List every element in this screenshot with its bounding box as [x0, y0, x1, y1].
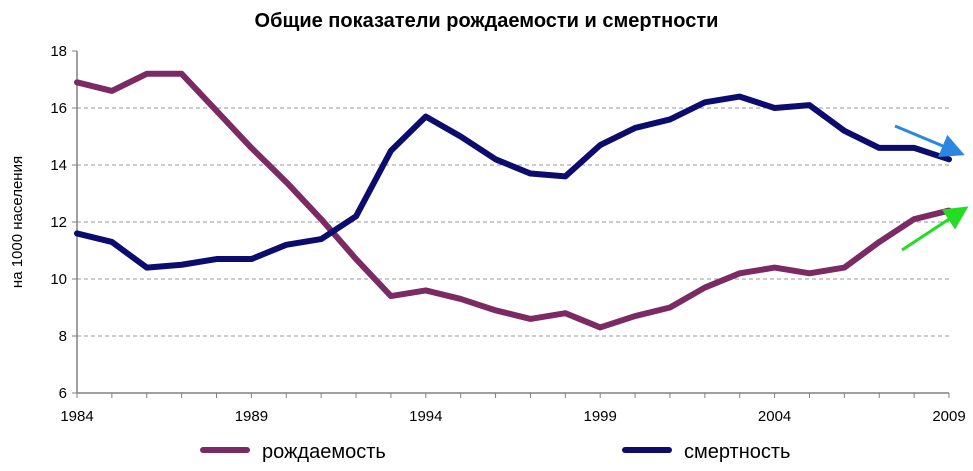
- x-tick-label: 1984: [60, 408, 93, 425]
- y-tick-label: 6: [59, 385, 67, 402]
- series-line-death-rate: [74, 93, 952, 271]
- annotation-arrow-down: [894, 124, 965, 157]
- x-tick-label: 2004: [758, 408, 791, 425]
- y-tick-label: 10: [50, 271, 67, 288]
- chart-title: Общие показатели рождаемости и смертност…: [254, 10, 719, 32]
- y-tick-label: 18: [50, 43, 67, 60]
- y-axis-label: на 1000 населения: [9, 156, 26, 288]
- legend-label-birth-rate: рождаемость: [262, 441, 386, 463]
- x-tick-label: 2009: [932, 408, 965, 425]
- y-tick-label: 14: [50, 157, 67, 174]
- annotation-arrow-up: [901, 206, 969, 252]
- y-tick-label: 8: [59, 328, 67, 345]
- series-line-birth-rate: [74, 70, 952, 331]
- x-tick-label: 1994: [409, 408, 442, 425]
- x-tick-label: 1989: [235, 408, 268, 425]
- x-tick-label: 1999: [584, 408, 617, 425]
- y-tick-label: 12: [50, 214, 67, 231]
- y-tick-label: 16: [50, 100, 67, 117]
- legend-label-death-rate: смертность: [684, 441, 790, 463]
